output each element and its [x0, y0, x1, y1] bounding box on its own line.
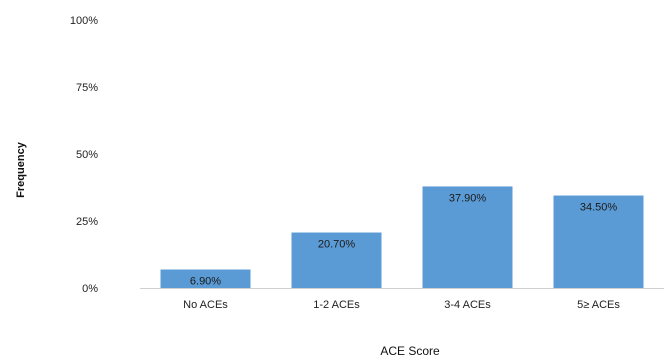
y-tick-label: 100% [70, 15, 98, 27]
y-tick-label: 25% [76, 216, 98, 228]
bar [160, 269, 251, 288]
y-tick-label: 75% [76, 82, 98, 94]
y-axis-title: Frequency [15, 141, 27, 198]
bar-data-label: 34.50% [580, 202, 618, 214]
y-tick-label: 50% [76, 149, 98, 161]
bar [291, 232, 382, 288]
bar-data-label: 20.70% [318, 239, 356, 251]
x-category-label: No ACEs [183, 299, 228, 311]
category-labels: No ACEs 1-2 ACEs 3-4 ACEs 5≥ ACEs [183, 299, 620, 311]
y-axis-ticks: 0% 25% 50% 75% 100% [70, 15, 98, 295]
x-axis-title: ACE Score [380, 344, 440, 358]
bar [553, 195, 644, 288]
x-category-label: 5≥ ACEs [577, 299, 620, 311]
x-category-label: 3-4 ACEs [444, 299, 491, 311]
bar [422, 186, 513, 288]
y-tick-label: 0% [82, 283, 98, 295]
bar-data-label: 37.90% [449, 192, 487, 204]
bar-data-label: 6.90% [190, 276, 221, 288]
bars: 6.90% 20.70% 37.90% 34.50% [160, 186, 644, 288]
x-category-label: 1-2 ACEs [313, 299, 360, 311]
